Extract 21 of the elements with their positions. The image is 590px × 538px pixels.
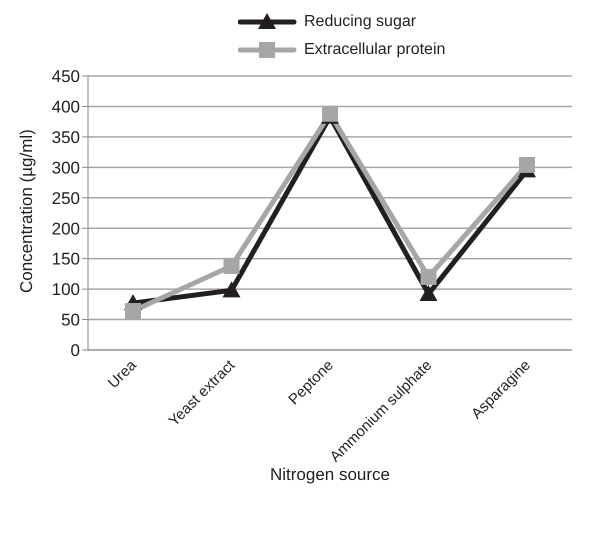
y-tick-label: 150 — [52, 250, 80, 269]
y-tick-label: 100 — [52, 280, 80, 300]
y-tick-label: 350 — [52, 128, 80, 147]
y-tick-label: 0 — [70, 341, 80, 360]
point — [519, 156, 535, 173]
point — [420, 268, 436, 285]
x-axis-title: Nitrogen source — [270, 465, 390, 484]
legend-label: Reducing sugar — [304, 13, 416, 31]
point — [125, 303, 141, 320]
y-tick-label: 50 — [61, 310, 80, 330]
legend-label: Extracellular protein — [304, 41, 446, 59]
x-tick-label: Urea — [104, 356, 140, 392]
point — [224, 258, 240, 274]
y-tick-label: 200 — [52, 219, 80, 238]
y-tick-label: 250 — [52, 188, 80, 208]
y-tick-label: 400 — [52, 97, 80, 116]
point — [222, 281, 240, 298]
point — [420, 284, 438, 301]
y-axis-title: Concentration (µg/ml) — [17, 129, 36, 293]
y-tick-label: 300 — [52, 158, 80, 178]
y-tick-label: 450 — [52, 67, 80, 86]
